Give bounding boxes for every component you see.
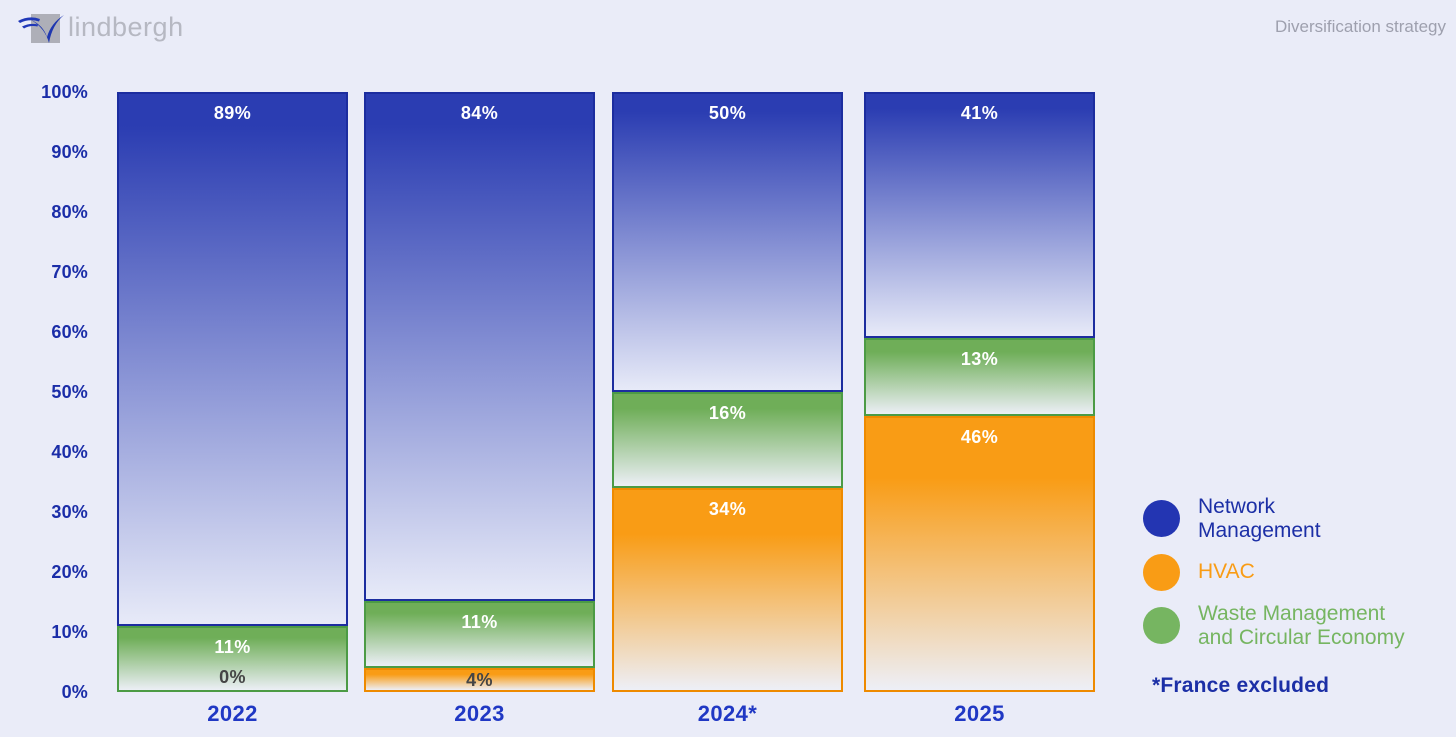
x-axis-label-2025: 2025: [954, 701, 1005, 726]
bar-value-label: 34%: [708, 499, 747, 519]
x-axis-label-2024: 2024*: [697, 701, 758, 726]
y-axis-tick-100: 100%: [41, 82, 88, 102]
legend-swatch-icon: [1143, 500, 1180, 538]
bar-value-label: 84%: [460, 103, 499, 123]
bar-2025: 41% 13% 46%: [864, 92, 1095, 692]
legend-label: HVAC: [1198, 560, 1255, 584]
x-axis-label-2023: 2023: [454, 701, 505, 726]
bar-value-label: 13%: [960, 349, 999, 369]
bar-segment-hvac: [864, 416, 1095, 692]
bar-segment-hvac: [612, 488, 843, 692]
y-axis-tick-90: 90%: [51, 142, 88, 162]
y-axis-tick-20: 20%: [51, 562, 88, 582]
bar-segment-network-management: [864, 92, 1095, 338]
bar-2022: 89% 11% 0%: [117, 92, 348, 692]
lindbergh-logo: lindbergh: [18, 8, 184, 46]
bar-value-label: 11%: [214, 637, 251, 657]
legend-swatch-icon: [1143, 553, 1180, 591]
bar-segment-waste-management-and-circular-economy: [864, 338, 1095, 416]
bar-value-label: 11%: [461, 612, 498, 633]
logo-text: lindbergh: [68, 11, 184, 42]
y-axis-tick-80: 80%: [51, 202, 88, 222]
header: lindbergh Diversification strategy: [0, 0, 1456, 56]
y-axis-tick-0: 0%: [61, 682, 88, 702]
footnote: *France excluded: [1152, 673, 1330, 697]
bar-value-label: 16%: [708, 403, 747, 423]
bar-value-label: 46%: [960, 427, 999, 447]
bar-segment-waste-management-and-circular-economy: [117, 626, 348, 692]
y-axis-tick-40: 40%: [51, 442, 88, 462]
legend: Network Management HVAC Waste Management a…: [1143, 495, 1455, 698]
legend-item-2: Waste Management and Circular Economy: [1143, 602, 1455, 650]
bar-segment-network-management: [364, 92, 595, 602]
bar-segment-network-management: [612, 92, 843, 392]
bar-segment-waste-management-and-circular-economy: [612, 392, 843, 488]
y-axis-tick-60: 60%: [51, 322, 88, 342]
bar-segment-network-management: [117, 92, 348, 626]
y-axis-tick-30: 30%: [51, 502, 88, 522]
bar-2023: 84% 11% 4%: [364, 92, 595, 692]
bar-2024: 50% 16% 34%: [612, 92, 843, 692]
y-axis-tick-50: 50%: [51, 382, 88, 402]
x-axis-label-2022: 2022: [207, 701, 258, 726]
legend-label: Network Management: [1198, 495, 1321, 542]
y-axis-tick-10: 10%: [51, 622, 88, 642]
bar-value-label: 0%: [219, 667, 246, 687]
legend-swatch-icon: [1143, 607, 1180, 645]
bird-swoosh-icon: [18, 14, 64, 43]
legend-item-0: Network Management: [1143, 495, 1455, 543]
bar-value-label: 4%: [466, 669, 493, 690]
legend-item-1: HVAC: [1143, 553, 1455, 591]
legend-label: Waste Management and Circular Economy: [1198, 601, 1405, 649]
bar-value-label: 89%: [213, 103, 252, 123]
bar-segment-waste-management-and-circular-economy: [364, 601, 595, 668]
page-title: Diversification strategy: [1274, 17, 1446, 36]
bar-segment-hvac: [364, 667, 595, 692]
bar-value-label: 50%: [708, 103, 747, 123]
y-axis-tick-70: 70%: [51, 262, 88, 282]
bar-value-label: 41%: [960, 103, 999, 123]
